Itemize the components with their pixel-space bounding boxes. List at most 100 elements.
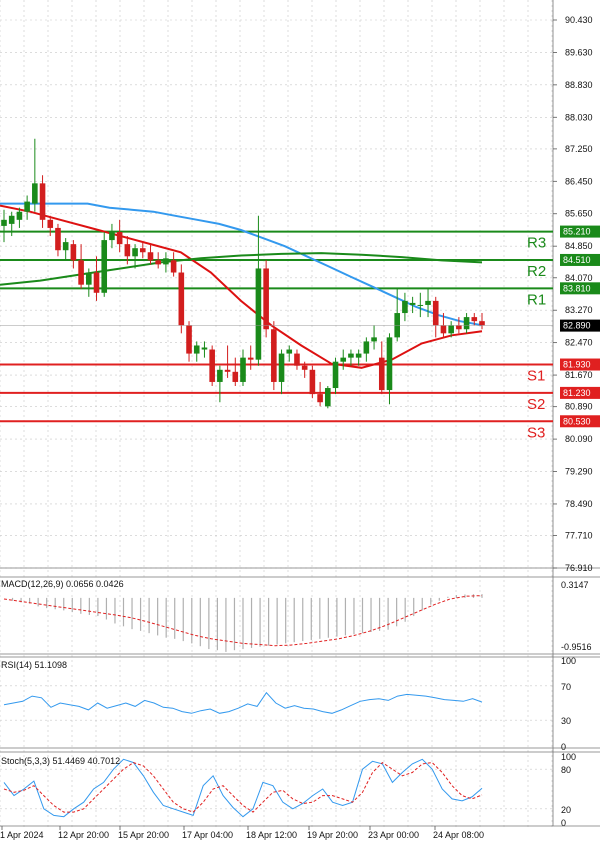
- candle-body: [209, 349, 215, 382]
- rsi-label: RSI(14) 51.1098: [1, 660, 67, 670]
- candle-body: [448, 325, 454, 334]
- candle-body: [93, 272, 100, 293]
- price-tick-label: 90.430: [565, 15, 593, 25]
- candle-body: [340, 357, 347, 362]
- stoch-d-line: [3, 761, 483, 813]
- candle-body: [132, 248, 138, 257]
- rsi-axis-label: 70: [561, 682, 571, 692]
- macd-label: MACD(12,26,9) 0.0656 0.0426: [1, 579, 124, 589]
- candle-body: [348, 353, 354, 358]
- candle-body: [139, 248, 146, 253]
- candle-body: [294, 353, 300, 366]
- level-price-tag: [560, 358, 600, 371]
- price-tick-label: 85.650: [565, 209, 593, 219]
- level-label-s1: S1: [527, 368, 545, 385]
- moving-average-line: [0, 202, 483, 327]
- candle-body: [240, 357, 246, 382]
- candle-body: [402, 300, 408, 314]
- macd-axis-label: 0.3147: [561, 580, 589, 590]
- price-tick-label: 83.270: [565, 305, 593, 315]
- stoch-axis-label: 80: [561, 765, 571, 775]
- price-tick-label: 82.470: [565, 338, 593, 348]
- level-price-tag-text: 84.510: [563, 255, 591, 265]
- rsi-line: [3, 691, 483, 714]
- candle-body: [417, 304, 424, 306]
- stoch-axis-label: 100: [561, 752, 576, 762]
- candle-body: [8, 215, 15, 224]
- candle-body: [178, 272, 185, 326]
- candle-body: [224, 369, 231, 372]
- rsi-axis-label: 0: [561, 742, 566, 752]
- candle-body: [1, 219, 7, 226]
- candle-body: [471, 317, 478, 322]
- candle-body: [109, 231, 115, 241]
- stoch-axis-label: 0: [561, 818, 566, 828]
- candle-body: [170, 260, 177, 273]
- candle-body: [317, 394, 323, 403]
- candle-body: [24, 201, 30, 212]
- stoch-axis-label: 20: [561, 805, 571, 815]
- time-tick-label: 15 Apr 20:00: [118, 830, 169, 840]
- candle-body: [217, 369, 223, 382]
- macd-signal-line: [3, 595, 483, 647]
- time-tick-label: 24 Apr 08:00: [433, 830, 484, 840]
- price-tick-label: 87.250: [565, 144, 593, 154]
- candle-body: [16, 211, 23, 220]
- price-tick-label: 78.490: [565, 499, 593, 509]
- current-price-tag: [560, 319, 600, 332]
- candle-body: [70, 244, 77, 261]
- level-price-tag-text: 81.230: [563, 388, 591, 398]
- level-label-r1: R1: [527, 291, 546, 308]
- candle-body: [386, 337, 393, 391]
- support-resistance-levels: R3 R2 R1 S1 S2 S3: [0, 230, 553, 441]
- candle-body: [355, 353, 362, 358]
- price-tick-label: 80.090: [565, 434, 593, 444]
- candle-body: [371, 337, 377, 342]
- level-price-tag: [560, 225, 600, 238]
- level-label-r2: R2: [527, 263, 546, 280]
- candle-body: [479, 321, 485, 326]
- price-tick-label: 79.290: [565, 467, 593, 477]
- time-tick-label: 18 Apr 12:00: [246, 830, 297, 840]
- candle-body: [286, 349, 293, 354]
- candle-body: [124, 244, 131, 257]
- price-tick-label: 89.630: [565, 47, 593, 57]
- time-tick-label: 17 Apr 04:00: [182, 830, 233, 840]
- time-tick-label: 23 Apr 00:00: [368, 830, 419, 840]
- time-tick-label: 12 Apr 20:00: [58, 830, 109, 840]
- candle-body: [440, 325, 447, 334]
- candle-body: [201, 347, 208, 350]
- candle-body: [62, 242, 69, 251]
- price-tick-label: 84.070: [565, 273, 593, 283]
- rsi-axis-label: 30: [561, 716, 571, 726]
- candle-body: [232, 371, 239, 382]
- candle-body: [155, 260, 161, 265]
- rsi-axis-label: 100: [561, 656, 576, 666]
- candle-body: [301, 365, 308, 370]
- candle-body: [186, 325, 192, 354]
- candle-body: [32, 183, 38, 204]
- moving-average-line: [0, 204, 483, 369]
- candle-body: [263, 268, 269, 330]
- current-price-tag-text: 82.890: [563, 321, 591, 331]
- level-price-tag-text: 83.810: [563, 283, 591, 293]
- price-tick-label: 76.910: [565, 563, 593, 573]
- candle-body: [271, 329, 277, 382]
- level-price-tag: [560, 386, 600, 399]
- price-tick-label: 81.670: [565, 370, 593, 380]
- candle-body: [247, 357, 254, 360]
- price-axis: 90.430 89.630 88.830 88.030 87.250 86.450 85.6…: [553, 15, 593, 573]
- time-tick-label: 19 Apr 20:00: [307, 830, 358, 840]
- price-tick-label: 77.710: [565, 531, 593, 541]
- candle-body: [325, 388, 331, 407]
- price-tags: 85.210 84.510 83.810 81.930 81.230 80.530 82.8…: [0, 225, 600, 428]
- price-tick-label: 88.030: [565, 112, 593, 122]
- candle-body: [78, 260, 84, 285]
- candle-body: [456, 325, 462, 330]
- candle-body: [55, 227, 61, 251]
- macd-axis-label: -0.9516: [561, 642, 592, 652]
- level-price-tag-text: 80.530: [563, 416, 591, 426]
